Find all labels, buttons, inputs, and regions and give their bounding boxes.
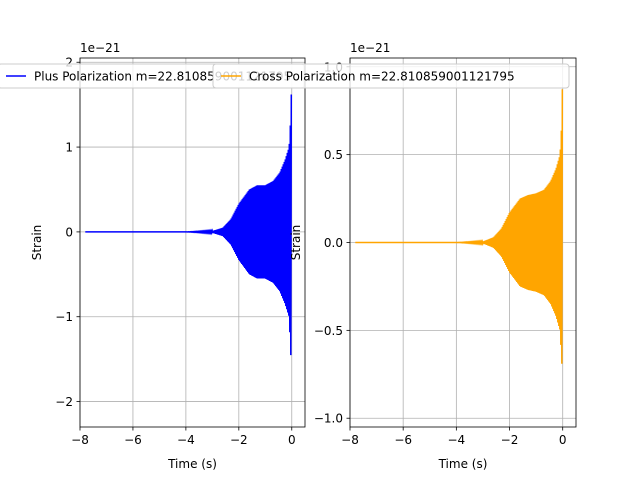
y-axis-label: Strain [289, 225, 303, 261]
y-tick-label: 0 [65, 225, 73, 239]
series-0-line [355, 89, 564, 364]
x-tick-label: −6 [124, 433, 142, 447]
x-tick-label: −4 [448, 433, 466, 447]
cross-polarization-panel: −8−6−4−20−1.0−0.50.00.51.0Time (s)Strain… [212, 41, 577, 471]
legend-label: Cross Polarization m=22.810859001121795 [249, 70, 515, 84]
y-tick-label: −2 [55, 395, 73, 409]
x-tick-label: −6 [394, 433, 412, 447]
offset-text: 1e−21 [80, 41, 120, 55]
x-axis-label: Time (s) [438, 457, 488, 471]
y-tick-label: 0.0 [324, 236, 343, 250]
y-tick-label: 0.5 [324, 148, 343, 162]
offset-text: 1e−21 [350, 41, 390, 55]
x-tick-label: 0 [559, 433, 567, 447]
legend-frame [212, 63, 570, 89]
y-tick-label: 1 [65, 141, 73, 155]
legend: Cross Polarization m=22.810859001121795 [212, 63, 570, 89]
x-axis-label: Time (s) [167, 457, 217, 471]
series-0-line [85, 94, 293, 356]
axes-frame [79, 57, 306, 428]
y-tick-label: −0.5 [314, 324, 343, 338]
x-tick-label: −2 [501, 433, 519, 447]
x-tick-label: 0 [288, 433, 296, 447]
x-tick-label: −2 [230, 433, 248, 447]
y-tick-label: −1.0 [314, 412, 343, 426]
x-tick-label: −8 [341, 433, 359, 447]
x-tick-label: −8 [71, 433, 89, 447]
y-tick-label: 2 [65, 56, 73, 70]
y-axis-label: Strain [30, 225, 44, 261]
y-tick-label: −1 [55, 310, 73, 324]
x-tick-label: −4 [177, 433, 195, 447]
